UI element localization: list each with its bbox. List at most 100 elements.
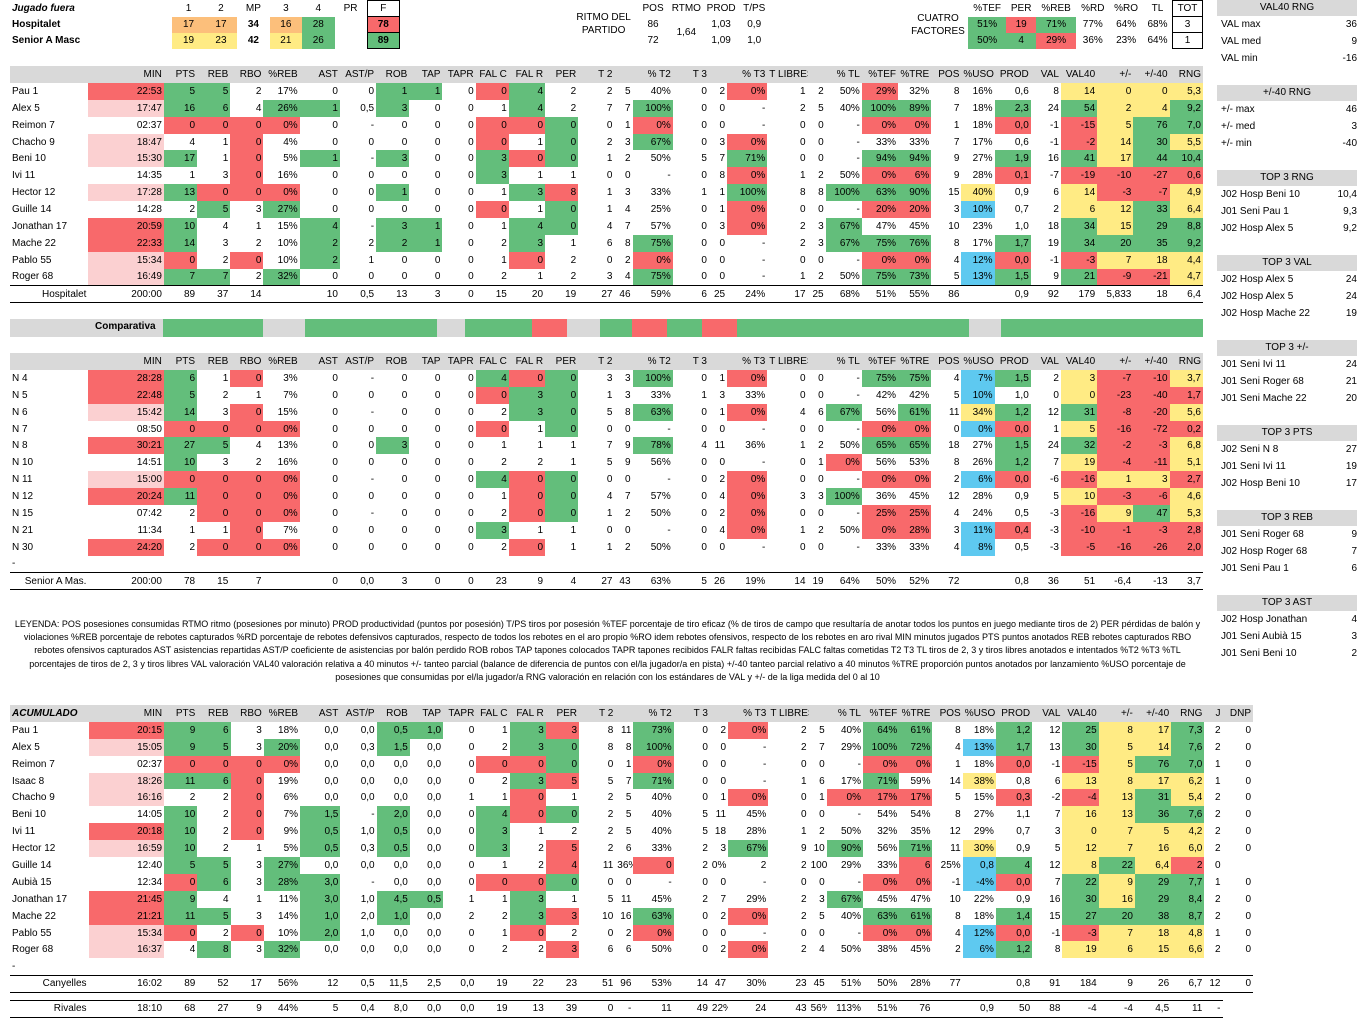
column-header: PTS [164, 705, 198, 722]
stat-cell [995, 556, 1031, 573]
total-cell: 200:00 [88, 285, 164, 303]
column-header: FAL C [475, 353, 509, 370]
stat-cell: 0 [164, 755, 198, 773]
stat-cell: 7 [1097, 251, 1134, 269]
stat-cell: 0 [468, 102, 474, 114]
stat-cell: 0% [898, 471, 932, 489]
stat-cell [340, 958, 376, 975]
stat-cell: 0 [434, 254, 441, 266]
stat-cell: 0 [799, 204, 806, 216]
side-item: +/- med 3 [1217, 119, 1357, 136]
total-cell: 0 [1222, 974, 1253, 993]
stat-cell: 75% [861, 234, 899, 252]
stat-cell: 2 [818, 85, 824, 97]
stat-cell: 7% [283, 809, 299, 821]
stat-cell: 2 [223, 927, 229, 939]
stat-cell: 6% [962, 941, 996, 959]
total-cell: 16:02 [88, 974, 165, 993]
stat-cell: 30:21 [88, 437, 164, 455]
stat-cell: 0 [468, 153, 474, 165]
stat-cell: 33% [909, 136, 930, 148]
stat-cell: 1 [1053, 423, 1059, 435]
stat-cell: 0 [606, 254, 613, 266]
stat-cell: 0 [197, 538, 231, 556]
stat-cell: 24% [972, 507, 993, 519]
stat-cell: 0 [401, 524, 408, 536]
stat-cell: 1 [538, 826, 544, 838]
stat-cell: 0 [476, 873, 510, 891]
stat-cell: 4 [953, 507, 960, 519]
column-header: RNG [1171, 705, 1205, 722]
stat-cell [615, 958, 633, 975]
stat-cell: 16 [1049, 893, 1061, 905]
total-cell: 113% [826, 999, 863, 1018]
stat-cell: 0 [801, 792, 807, 804]
stat-cell: 0 [701, 136, 707, 148]
stat-cell: - [667, 423, 671, 435]
stat-cell: 0 [545, 738, 580, 756]
stat-cell: 5 [625, 809, 632, 821]
stat-cell: 5 [1097, 116, 1134, 134]
comparativa-cell [305, 319, 437, 337]
stat-cell [89, 958, 165, 975]
stat-cell: 4 [222, 220, 229, 232]
player-name: Mache 22 [12, 237, 56, 249]
column-header [708, 353, 728, 370]
side-item-label: J01 Seni Roger 68 [1221, 375, 1304, 387]
stat-cell: 6,4 [1134, 857, 1172, 874]
stat-cell: 0,7 [1014, 204, 1029, 216]
stat-cell: 19 [1060, 454, 1098, 472]
stat-cell: 0 [719, 271, 726, 283]
stat-cell: 15 [1097, 218, 1134, 235]
total-cell: 0,0 [339, 572, 377, 590]
stat-cell: 0 [719, 457, 726, 469]
table-row: - [10, 556, 1203, 573]
total-cell: 5,833 [1097, 285, 1134, 303]
stat-cell: 0 [545, 488, 579, 506]
stat-cell: 59% [910, 775, 931, 787]
column-header: J [1204, 705, 1223, 722]
stat-cell: 2 [953, 474, 960, 486]
stat-cell: 2 [223, 826, 229, 838]
table-row: Chacho 9 18:47 4 1 0 4% 0 0 0 0 0 0 1 0 2 3 67% 0 3 0% 0 0-33… [10, 133, 1203, 151]
stat-cell: 4,5 [376, 890, 410, 908]
stat-cell: 1 [955, 758, 961, 770]
stat-cell: 0 [701, 220, 707, 232]
stat-cell: 29% [746, 893, 767, 905]
player-name: Beni 10 [12, 153, 46, 165]
stat-cell [340, 556, 376, 573]
stat-cell: 0 [230, 505, 264, 522]
stat-cell: 4 [624, 271, 631, 283]
stat-cell: 0 [818, 254, 824, 266]
stat-cell: 12 [1062, 840, 1099, 858]
stat-cell: 2 [1214, 792, 1221, 804]
stat-cell: 3 [818, 220, 824, 232]
stat-cell: 0 [1133, 82, 1170, 100]
stat-cell: 8 [607, 724, 614, 736]
stat-cell: - [371, 809, 375, 821]
stat-cell: 0 [468, 389, 474, 401]
stat-cell: 1,1 [1016, 809, 1031, 821]
total-cell: 0,8 [995, 974, 1033, 993]
total-cell: 19 [476, 974, 510, 993]
stat-cell: 67% [825, 234, 862, 252]
stat-cell: 0 [434, 204, 441, 216]
stat-cell: 0% [263, 505, 300, 522]
stat-cell: 4 [953, 541, 960, 553]
stat-cell: 5 [818, 102, 824, 114]
stat-cell: 2 [1097, 99, 1134, 117]
stat-cell: 8 [955, 724, 961, 736]
side-item-label: J01 Seni Roger 68 [1221, 529, 1304, 540]
stat-cell: 0 [818, 119, 824, 131]
stat-cell: 1 [570, 541, 577, 553]
stat-cell: 2,0 [376, 806, 410, 824]
stat-cell: 11 [163, 488, 198, 506]
stat-cell: 0 [545, 133, 579, 151]
stat-cell: 0% [862, 924, 900, 942]
stat-cell: 0 [508, 488, 546, 506]
stat-cell: 12% [961, 251, 995, 269]
stat-cell: 100% [861, 99, 899, 117]
stat-cell: 1 [255, 389, 262, 401]
table-row: N 5 22:48 5 2 1 7% 0 0 0 0 0 0 3 0 1 3 33% 1 3 33% 0 0-42% 42%… [10, 386, 1203, 404]
column-header: PER [545, 353, 579, 370]
